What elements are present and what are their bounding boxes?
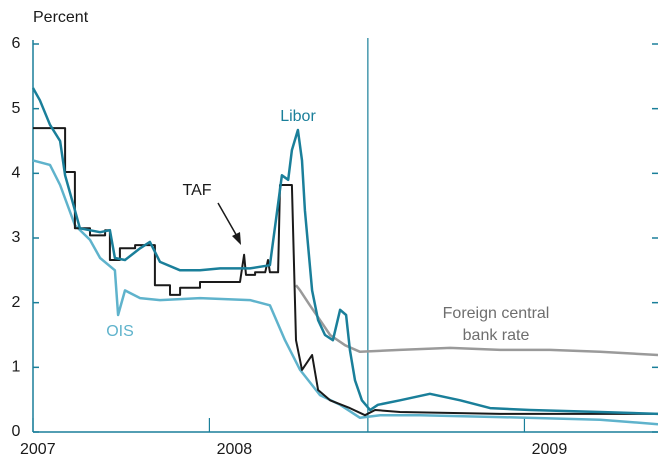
y-tick-label: 2 bbox=[12, 294, 21, 311]
y-tick-label: 4 bbox=[12, 165, 21, 182]
annotation: OIS bbox=[106, 323, 134, 340]
y-axis-label: Percent bbox=[33, 9, 89, 26]
x-tick-label: 2009 bbox=[532, 441, 568, 458]
series-line bbox=[295, 284, 658, 357]
annotation: Foreign central bbox=[443, 305, 550, 322]
annotation: Libor bbox=[280, 108, 316, 125]
y-tick-label: 3 bbox=[12, 229, 21, 246]
x-tick-label: 2008 bbox=[217, 441, 253, 458]
taf-arrow bbox=[217, 202, 239, 239]
y-tick-label: 5 bbox=[12, 100, 21, 117]
series-line bbox=[32, 159, 658, 426]
y-tick-label: 6 bbox=[12, 35, 21, 52]
taf-arrowhead bbox=[232, 232, 241, 245]
series-line bbox=[33, 127, 658, 417]
y-tick-label: 1 bbox=[12, 359, 21, 376]
x-tick-label: 2007 bbox=[20, 441, 56, 458]
y-tick-label: 0 bbox=[12, 423, 21, 440]
annotation: bank rate bbox=[463, 327, 530, 344]
series-line bbox=[31, 87, 658, 416]
annotation: TAF bbox=[182, 182, 211, 199]
